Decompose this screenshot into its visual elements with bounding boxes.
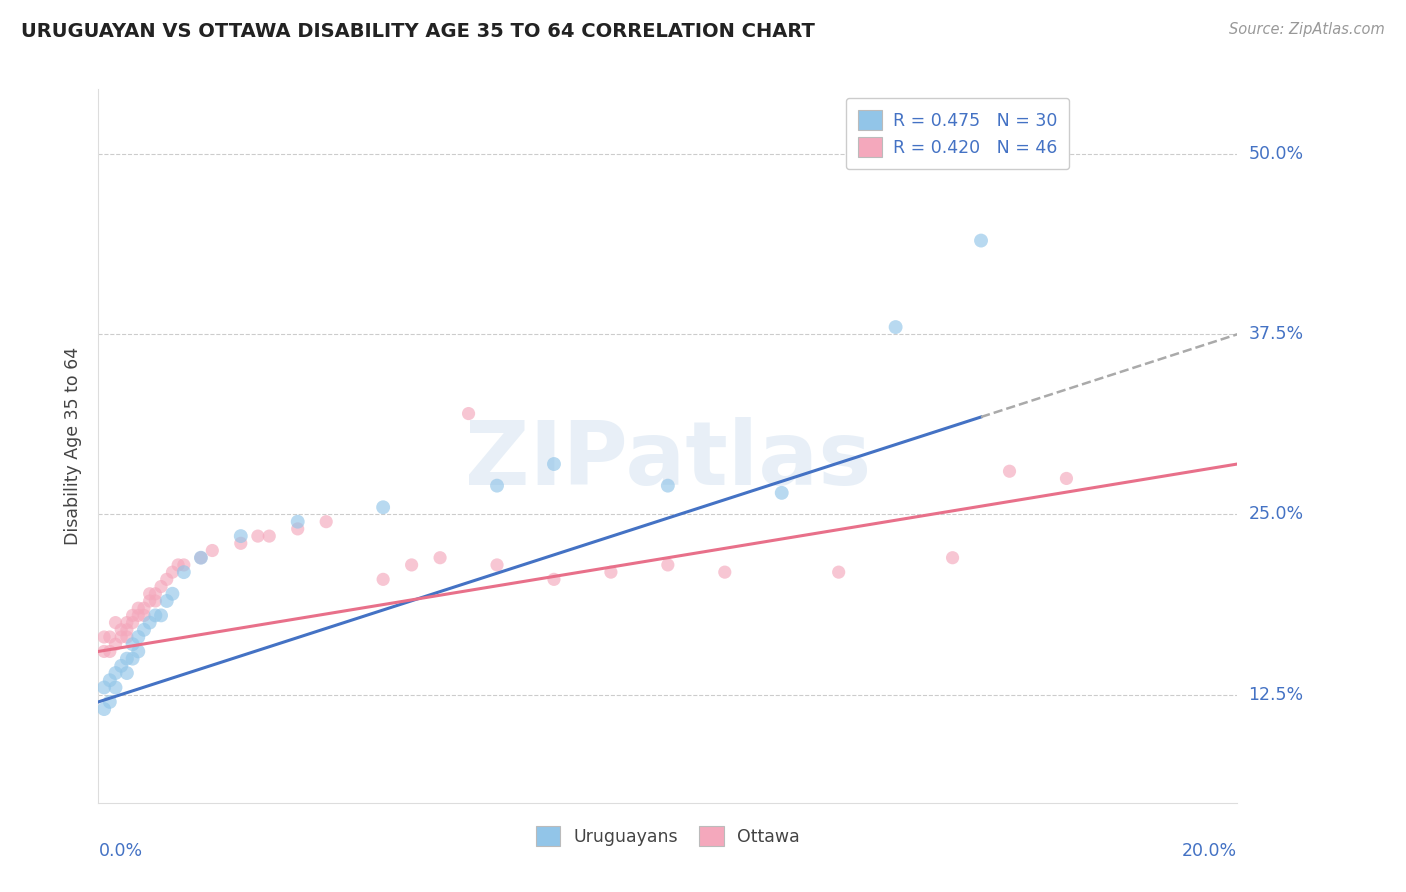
Point xyxy=(998,464,1021,478)
Point xyxy=(121,637,143,651)
Point xyxy=(150,608,173,623)
Point xyxy=(98,644,121,658)
Point xyxy=(115,651,138,665)
Legend: Uruguayans, Ottawa: Uruguayans, Ottawa xyxy=(523,814,813,858)
Point xyxy=(457,407,479,421)
Point xyxy=(121,651,143,665)
Text: 25.0%: 25.0% xyxy=(1249,506,1303,524)
Point xyxy=(167,558,190,572)
Point xyxy=(127,644,149,658)
Text: 20.0%: 20.0% xyxy=(1182,842,1237,860)
Point xyxy=(98,630,121,644)
Point xyxy=(884,320,907,334)
Point xyxy=(98,673,121,688)
Text: 50.0%: 50.0% xyxy=(1249,145,1303,163)
Point xyxy=(110,630,132,644)
Text: ZIPatlas: ZIPatlas xyxy=(465,417,870,504)
Point xyxy=(127,608,149,623)
Point xyxy=(132,601,155,615)
Text: Source: ZipAtlas.com: Source: ZipAtlas.com xyxy=(1229,22,1385,37)
Point xyxy=(486,558,509,572)
Point xyxy=(373,572,395,586)
Point xyxy=(1056,471,1078,485)
Point xyxy=(104,637,127,651)
Point xyxy=(110,623,132,637)
Point xyxy=(201,543,224,558)
Point xyxy=(486,478,509,492)
Point xyxy=(110,658,132,673)
Point xyxy=(828,565,851,579)
Point xyxy=(714,565,737,579)
Point xyxy=(104,681,127,695)
Point xyxy=(145,587,167,601)
Point xyxy=(93,702,115,716)
Point xyxy=(127,601,149,615)
Point xyxy=(287,522,309,536)
Point xyxy=(138,615,160,630)
Point xyxy=(93,681,115,695)
Point xyxy=(600,565,623,579)
Point xyxy=(104,666,127,681)
Point xyxy=(127,630,149,644)
Point xyxy=(98,695,121,709)
Point xyxy=(115,666,138,681)
Point xyxy=(229,536,252,550)
Point xyxy=(246,529,269,543)
Point xyxy=(229,529,252,543)
Point xyxy=(132,623,155,637)
Point xyxy=(657,558,679,572)
Point xyxy=(115,623,138,637)
Point xyxy=(315,515,337,529)
Text: 12.5%: 12.5% xyxy=(1249,686,1303,704)
Point xyxy=(162,565,184,579)
Point xyxy=(150,580,173,594)
Point xyxy=(156,572,179,586)
Point xyxy=(93,630,115,644)
Point xyxy=(770,486,793,500)
Point xyxy=(121,608,143,623)
Text: 0.0%: 0.0% xyxy=(98,842,142,860)
Point xyxy=(173,558,195,572)
Point xyxy=(145,594,167,608)
Point xyxy=(138,587,160,601)
Point xyxy=(115,630,138,644)
Y-axis label: Disability Age 35 to 64: Disability Age 35 to 64 xyxy=(65,347,83,545)
Point xyxy=(429,550,451,565)
Point xyxy=(132,608,155,623)
Point xyxy=(190,550,212,565)
Point xyxy=(145,608,167,623)
Point xyxy=(401,558,423,572)
Point xyxy=(970,234,993,248)
Point xyxy=(543,572,565,586)
Point xyxy=(543,457,565,471)
Point xyxy=(156,594,179,608)
Point xyxy=(121,615,143,630)
Point xyxy=(93,644,115,658)
Text: URUGUAYAN VS OTTAWA DISABILITY AGE 35 TO 64 CORRELATION CHART: URUGUAYAN VS OTTAWA DISABILITY AGE 35 TO… xyxy=(21,22,815,41)
Point xyxy=(115,615,138,630)
Point xyxy=(173,565,195,579)
Point xyxy=(104,615,127,630)
Point xyxy=(138,594,160,608)
Text: 37.5%: 37.5% xyxy=(1249,326,1303,343)
Point xyxy=(942,550,965,565)
Point xyxy=(162,587,184,601)
Point xyxy=(190,550,212,565)
Point xyxy=(259,529,281,543)
Point xyxy=(373,500,395,515)
Point xyxy=(657,478,679,492)
Point xyxy=(287,515,309,529)
